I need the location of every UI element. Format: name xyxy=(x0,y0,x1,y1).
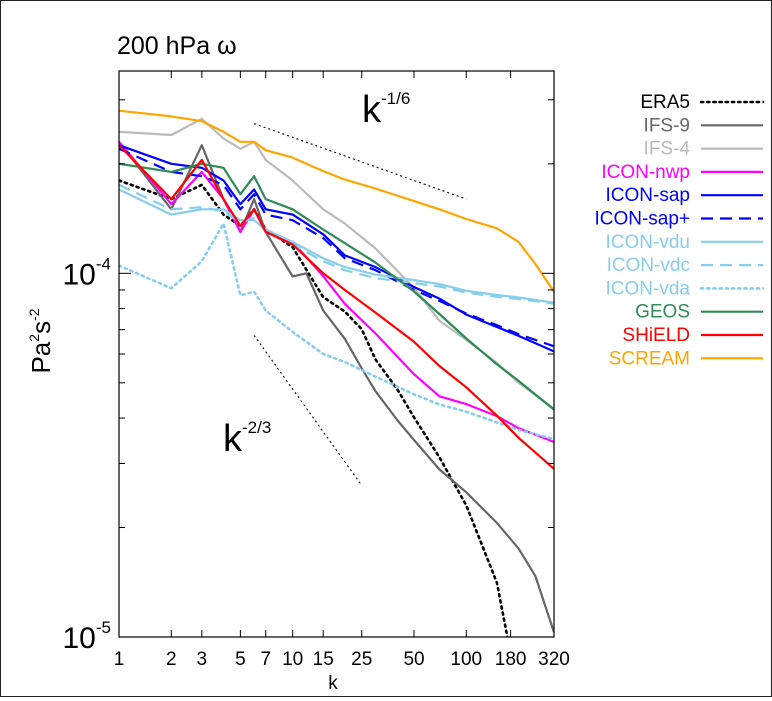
y-axis-label-exp2: -2 xyxy=(26,308,42,321)
x-tick-label: 25 xyxy=(351,649,372,670)
legend-label: ICON-vda xyxy=(606,278,691,299)
x-tick-label: 1 xyxy=(114,649,125,670)
y-axis-label-exp1: 2 xyxy=(26,334,42,342)
legend-label: IFS-9 xyxy=(644,115,690,136)
x-tick-label: 320 xyxy=(538,649,570,670)
series-line-shield xyxy=(119,144,554,470)
y-tick-label: 10-4 xyxy=(63,254,112,291)
legend-label: ICON-vdu xyxy=(606,232,690,253)
legend-label: ERA5 xyxy=(640,92,690,113)
reference-line-0 xyxy=(253,123,467,200)
x-tick-label: 15 xyxy=(313,649,334,670)
x-tick-label: 7 xyxy=(260,649,271,670)
x-tick-label: 10 xyxy=(282,649,303,670)
series-line-icon-nwp xyxy=(119,141,554,443)
y-axis-label-base: Pa xyxy=(26,341,56,373)
x-tick-label: 2 xyxy=(166,649,177,670)
plot-border xyxy=(118,70,555,638)
legend: ERA5IFS-9IFS-4ICON-nwpICON-sapICON-sap+I… xyxy=(594,92,765,369)
x-tick-label: 100 xyxy=(450,649,482,670)
series-line-icon-vda xyxy=(119,222,554,441)
legend-label: ICON-vdc xyxy=(607,255,690,276)
series-line-scream xyxy=(119,109,554,293)
legend-label: GEOS xyxy=(635,302,690,323)
reference-line-1 xyxy=(253,335,363,486)
x-tick-label: 3 xyxy=(197,649,208,670)
legend-label: SHiELD xyxy=(622,325,690,346)
legend-label: ICON-sap+ xyxy=(594,209,690,230)
y-axis-label: Pa2s-2 xyxy=(26,308,56,373)
y-tick-label: 10-5 xyxy=(63,618,112,655)
axis-ticks: 1 2 3 5 7 10 15 25 50 100 180 320 10-4 10-5 xyxy=(63,71,570,670)
series-line-icon-sap- xyxy=(119,147,554,348)
svg-text:Pa2s-2: Pa2s-2 xyxy=(26,308,56,373)
legend-label: ICON-sap xyxy=(606,185,690,206)
legend-label: SCREAM xyxy=(609,348,690,369)
reference-label-0: k-1/6 xyxy=(362,89,410,131)
legend-label: ICON-nwp xyxy=(601,162,690,183)
reference-label-1: k-2/3 xyxy=(223,418,271,460)
series-line-era5 xyxy=(119,179,509,637)
series-line-geos xyxy=(119,162,554,411)
x-tick-label: 180 xyxy=(495,649,527,670)
legend-label: IFS-4 xyxy=(644,139,691,160)
chart-title: 200 hPa ω xyxy=(117,32,237,60)
y-axis-label-mid: s xyxy=(26,321,56,334)
x-tick-label: 50 xyxy=(403,649,424,670)
series-line-icon-sap xyxy=(119,144,554,353)
series-line-icon-vdc xyxy=(119,183,554,305)
plot-content: k-1/6 k-2/3 xyxy=(119,89,554,637)
x-axis-label: k xyxy=(328,673,338,694)
x-tick-label: 5 xyxy=(235,649,246,670)
